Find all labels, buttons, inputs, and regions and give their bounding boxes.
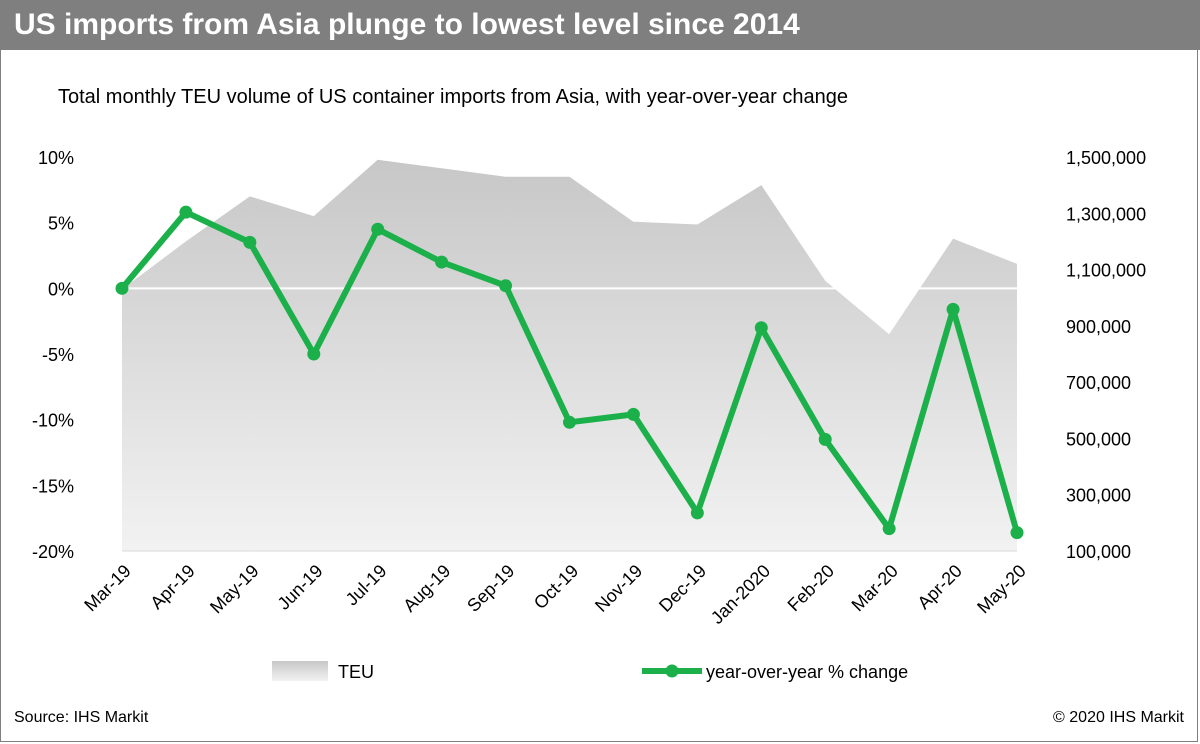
yoy-point (435, 255, 449, 269)
x-axis-tick-label: Jul-19 (342, 561, 391, 610)
left-axis-tick-label: 5% (48, 214, 74, 234)
x-axis-tick-label: Sep-19 (463, 561, 518, 616)
left-axis-tick-label: -20% (32, 542, 74, 562)
teu-area (122, 159, 1017, 552)
right-axis-tick-label: 900,000 (1066, 317, 1131, 337)
legend-label-teu: TEU (338, 662, 374, 682)
yoy-point (371, 222, 385, 236)
x-axis-tick-label: Nov-19 (591, 561, 646, 616)
x-axis-tick-label: Apr-20 (914, 561, 966, 613)
legend-label-yoy: year-over-year % change (706, 662, 908, 682)
x-axis-tick-label: Feb-20 (784, 561, 838, 615)
yoy-point (243, 235, 257, 249)
source-note: Source: IHS Markit (14, 709, 149, 726)
x-axis-tick-label: Jun-19 (274, 561, 327, 614)
right-axis-tick-label: 700,000 (1066, 373, 1131, 393)
yoy-point (115, 281, 129, 295)
left-axis-tick-label: 10% (38, 148, 74, 168)
right-axis-tick-label: 1,100,000 (1066, 261, 1146, 281)
right-axis-tick-label: 500,000 (1066, 429, 1131, 449)
yoy-point (754, 321, 768, 335)
yoy-point (499, 279, 513, 293)
yoy-point (818, 432, 832, 446)
x-axis-tick-label: Apr-19 (146, 561, 198, 613)
left-axis-tick-label: -15% (32, 476, 74, 496)
x-axis-tick-label: Dec-19 (655, 561, 710, 616)
copyright-note: © 2020 IHS Markit (1053, 709, 1184, 726)
yoy-point (1010, 526, 1024, 540)
chart-subtitle: Total monthly TEU volume of US container… (58, 86, 848, 108)
legend-swatch-yoy-marker (665, 664, 679, 678)
left-axis-tick-label: -5% (42, 345, 74, 365)
left-axis-tick-label: 0% (48, 279, 74, 299)
yoy-point (882, 522, 896, 536)
x-axis-tick-label: Oct-19 (530, 561, 582, 613)
yoy-point (626, 407, 640, 421)
left-axis-tick-label: -10% (32, 411, 74, 431)
x-axis-tick-label: Mar-19 (80, 561, 134, 615)
legend-swatch-teu (272, 661, 328, 681)
right-axis-tick-label: 100,000 (1066, 542, 1131, 562)
x-axis-tick-label: May-20 (973, 561, 1030, 618)
x-axis-tick-label: Jan-2020 (707, 561, 774, 628)
yoy-point (179, 205, 193, 219)
title-bar: US imports from Asia plunge to lowest le… (0, 0, 1200, 50)
right-axis-tick-label: 1,500,000 (1066, 148, 1146, 168)
page-title: US imports from Asia plunge to lowest le… (14, 8, 800, 41)
right-axis-tick-label: 1,300,000 (1066, 204, 1146, 224)
x-axis-tick-label: May-19 (206, 561, 263, 618)
x-axis-tick-label: Aug-19 (399, 561, 454, 616)
yoy-point (563, 415, 576, 429)
yoy-point (946, 302, 960, 316)
x-axis-tick-label: Mar-20 (848, 561, 902, 615)
right-axis-tick-label: 300,000 (1066, 486, 1131, 506)
yoy-point (690, 506, 704, 520)
yoy-point (307, 347, 321, 361)
